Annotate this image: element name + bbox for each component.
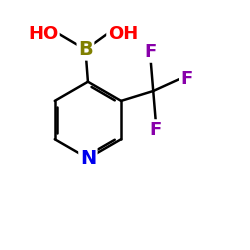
Text: N: N (80, 149, 96, 168)
Text: OH: OH (108, 24, 138, 42)
Text: F: F (180, 70, 193, 88)
Text: F: F (145, 43, 157, 61)
Text: B: B (78, 40, 93, 59)
Text: F: F (150, 121, 162, 139)
Text: HO: HO (28, 24, 58, 42)
